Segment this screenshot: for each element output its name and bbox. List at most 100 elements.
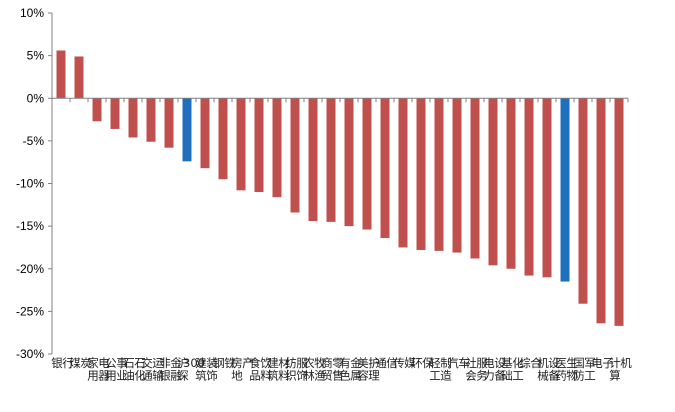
category-label-char: 饮 (260, 356, 272, 370)
bar-27 (542, 98, 552, 278)
category-label-char: 算 (609, 369, 621, 383)
bar-15 (326, 98, 336, 222)
category-label-char: 军 (584, 356, 596, 370)
bar-28 (560, 98, 570, 282)
category-label-char: 食 (249, 356, 261, 370)
bar-3 (110, 98, 120, 129)
category-label-char: 产 (242, 356, 254, 370)
bar-8 (200, 98, 210, 169)
bar-22 (452, 98, 462, 253)
category-label-char: 料 (278, 369, 290, 383)
category-label-char: 信 (386, 356, 398, 370)
category-label-char: 非 (159, 356, 171, 370)
category-label-char: 金 (350, 356, 362, 370)
bar-7 (182, 98, 192, 162)
category-label-char: 工 (429, 369, 441, 383)
category-label-char: 美 (357, 356, 369, 370)
category-label-char: 服 (476, 356, 488, 370)
bar-25 (506, 98, 516, 269)
y-tick-label: -25% (16, 304, 44, 318)
bar-12 (272, 98, 282, 198)
category-label-char: 机 (537, 356, 549, 370)
category-label-char: 化 (134, 369, 146, 383)
category-label-char: 铁 (224, 356, 236, 370)
category-label-char: 设 (494, 356, 506, 370)
category-label-char: 饰 (296, 369, 308, 383)
category-label-char: 属 (350, 369, 362, 383)
category-label-char: 融 (170, 369, 182, 383)
category-label-char: 保 (422, 356, 434, 370)
category-label-char: 环 (411, 356, 423, 370)
category-label-char: 纺 (285, 356, 297, 370)
category-label-char: 机 (620, 356, 632, 370)
category-label-char: 会 (465, 369, 477, 383)
category-label-char: 沪 (177, 356, 189, 370)
category-label-char: 建 (267, 356, 279, 370)
category-label-char: 贸 (321, 369, 333, 383)
category-label-char: 油 (123, 369, 135, 383)
category-label-char: 工 (584, 369, 596, 383)
category-label-char: 制 (440, 356, 452, 370)
category-label-char: 通 (375, 356, 387, 370)
category-label-char: 综 (519, 356, 531, 370)
bar-31 (614, 98, 624, 326)
y-tick-label: -5% (23, 134, 45, 148)
category-label-19: 传媒 (393, 356, 416, 370)
category-label-char: 护 (368, 356, 380, 370)
y-tick-label: -10% (16, 177, 44, 191)
category-label-0: 银行 (51, 356, 74, 370)
category-label-char: 物 (566, 369, 578, 383)
category-label-char: 容 (357, 369, 369, 383)
bar-0 (56, 50, 66, 99)
y-tick-label: -15% (16, 219, 44, 233)
category-label-char: 防 (573, 369, 585, 383)
category-label-char: 媒 (404, 356, 416, 370)
category-label-char: 地 (231, 369, 243, 383)
bar-2 (92, 98, 102, 122)
category-label-char: 器 (98, 369, 110, 383)
category-labels: 银行煤 炭家用电器公用事业石油石化交通运输非银金融沪深300建筑装饰钢 铁房地产食品… (51, 356, 632, 383)
category-label-char: 建 (195, 356, 207, 370)
category-label-char: 饰 (206, 369, 218, 383)
y-tick-label: -20% (16, 262, 44, 276)
category-label-char: 事 (116, 356, 128, 370)
bar-17 (362, 98, 372, 230)
category-label-char: 传 (393, 356, 405, 370)
category-label-char: 医 (555, 356, 567, 370)
bar-1 (74, 56, 84, 99)
bar-4 (128, 98, 138, 138)
bar-14 (308, 98, 318, 222)
bar-29 (578, 98, 588, 304)
category-label-char: 合 (530, 356, 542, 370)
category-label-char: 装 (206, 356, 218, 370)
bar-11 (254, 98, 264, 193)
category-label-char: 用 (105, 369, 117, 383)
category-label-char: 材 (278, 356, 290, 370)
category-label-char: 交 (141, 356, 153, 370)
category-label-char: 务 (476, 369, 488, 383)
category-label-char: 电 (591, 356, 603, 370)
category-label-20: 环保 (411, 356, 434, 370)
category-label-char: 钢 (213, 356, 225, 370)
category-label-10: 房地产 (231, 356, 254, 383)
category-label-char: 炭 (80, 356, 92, 370)
category-label-char: 设 (548, 356, 560, 370)
category-label-char: 房 (231, 356, 243, 370)
bar-23 (470, 98, 480, 259)
category-label-char: 公 (105, 356, 117, 370)
category-label-char: 深 (177, 369, 189, 383)
category-label-char: 子 (602, 356, 614, 370)
